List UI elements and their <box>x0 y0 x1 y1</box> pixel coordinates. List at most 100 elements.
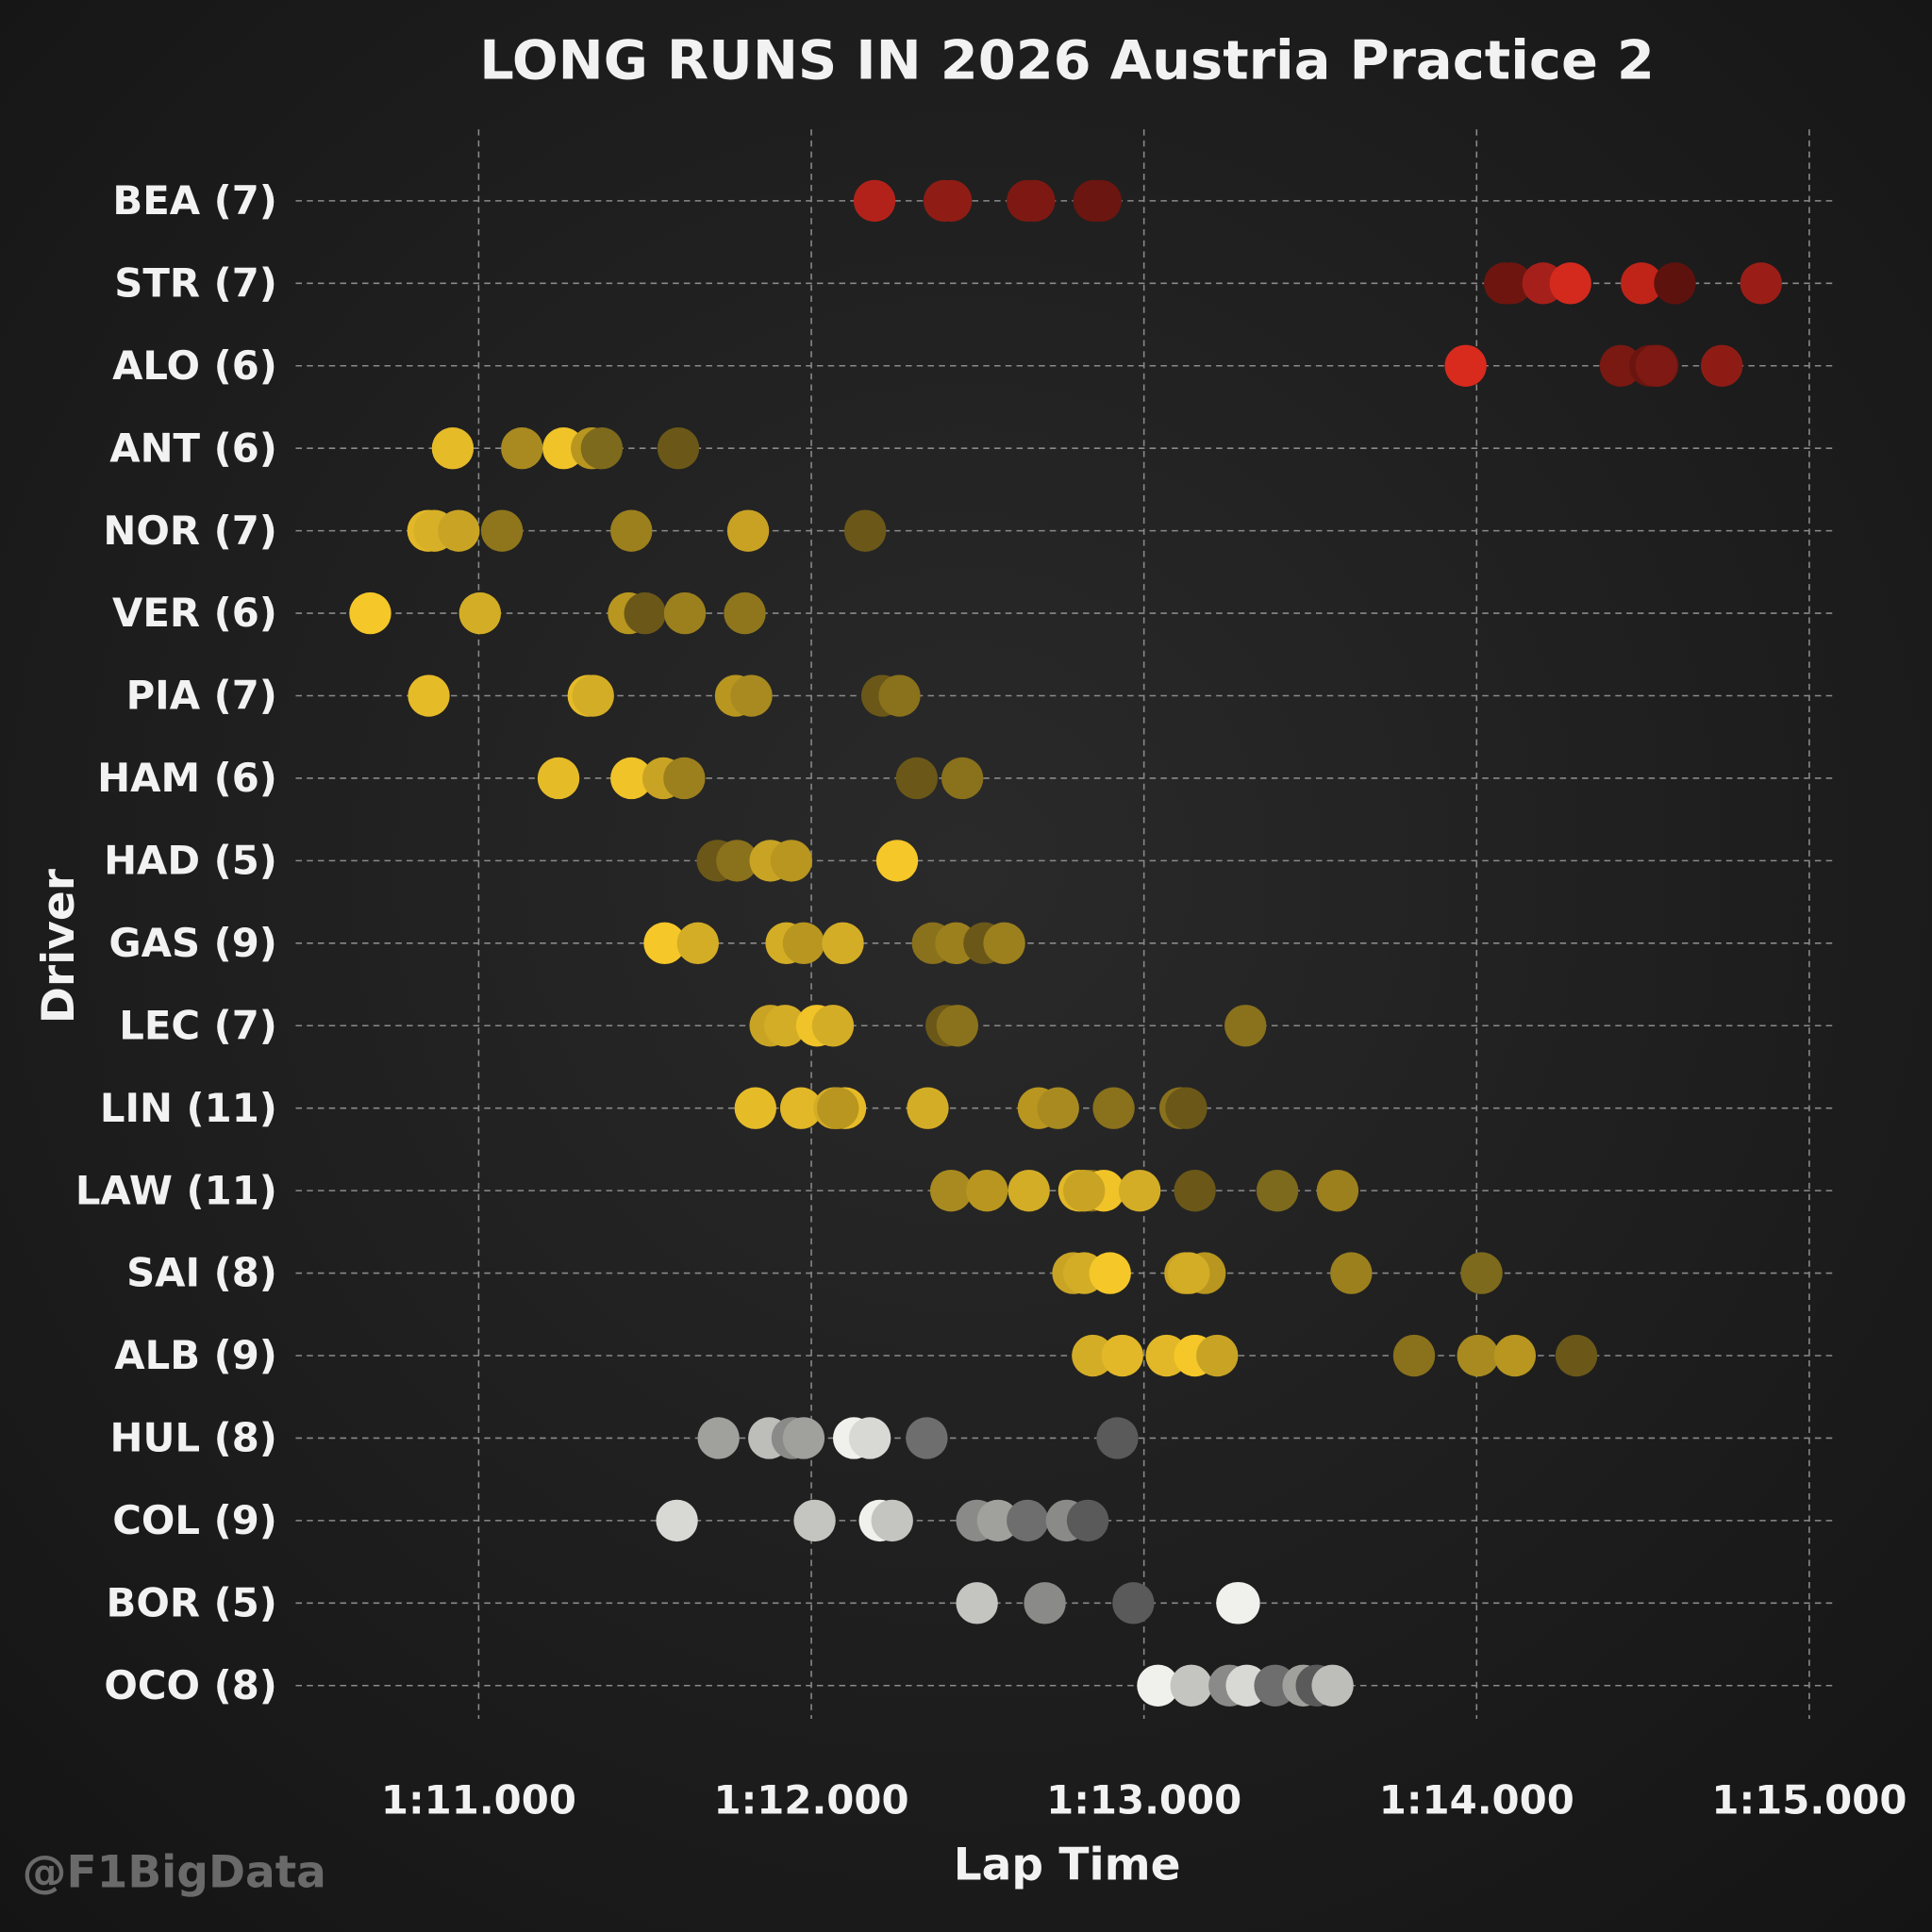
y-tick-label: HUL (8) <box>110 1415 277 1461</box>
x-tick-label: 1:13.000 <box>1046 1776 1241 1823</box>
y-tick-label: NOR (7) <box>103 508 276 554</box>
lap-dot <box>624 591 666 635</box>
lap-dot <box>1168 1252 1210 1294</box>
lap-dot <box>663 591 707 635</box>
lap-dot <box>1457 1334 1499 1377</box>
chart-title: LONG RUNS IN 2026 Austria Practice 2 <box>479 29 1655 92</box>
lap-dot <box>1112 1582 1155 1624</box>
x-axis-label: Lap Time <box>954 1840 1181 1891</box>
lap-dot <box>853 179 896 223</box>
lap-dot <box>726 509 770 552</box>
lap-dot <box>734 1087 777 1129</box>
lap-dot <box>782 922 825 965</box>
lap-dot <box>817 1087 859 1129</box>
y-tick-label: ANT (6) <box>109 425 277 471</box>
lap-dot <box>572 675 614 717</box>
lap-dot <box>1224 1005 1267 1047</box>
lap-dot <box>956 1582 998 1624</box>
lap-dot <box>716 840 758 882</box>
lap-dot <box>1555 1334 1598 1377</box>
lap-dot <box>1137 1664 1179 1707</box>
lap-dot <box>1037 1087 1079 1129</box>
lap-dot <box>657 427 700 470</box>
y-tick-label: COL (9) <box>112 1497 277 1543</box>
lap-dot <box>697 1417 740 1459</box>
lap-dot <box>1460 1252 1503 1294</box>
lap-dot <box>906 1417 948 1459</box>
lap-dot <box>895 757 939 800</box>
y-tick-label: GAS (9) <box>108 920 277 966</box>
lap-dot <box>610 757 653 800</box>
y-tick-label: ALO (6) <box>112 342 277 389</box>
lap-dot <box>676 922 719 965</box>
lap-dot <box>871 1499 913 1542</box>
x-tick-label: 1:15.000 <box>1711 1776 1907 1823</box>
lap-dot <box>1008 1169 1050 1212</box>
lap-dot <box>1101 1334 1143 1377</box>
lap-dot <box>878 675 921 717</box>
lap-dot <box>763 1005 807 1047</box>
lap-dot <box>1700 344 1743 387</box>
lap-dot <box>643 922 686 965</box>
lap-dot <box>1118 1169 1161 1212</box>
lap-dot <box>1330 1252 1373 1294</box>
y-tick-label: HAD (5) <box>104 838 277 884</box>
lap-dot <box>663 757 706 800</box>
lap-dot <box>779 1087 823 1129</box>
lap-dot <box>1740 262 1782 305</box>
lap-dot <box>1620 262 1663 305</box>
lap-dot <box>1092 1087 1135 1129</box>
lap-dot <box>1066 1499 1109 1542</box>
y-tick-label: STR (7) <box>114 259 277 306</box>
lap-dot <box>610 509 653 552</box>
lap-dot <box>1024 1582 1066 1624</box>
lap-dot <box>1096 1417 1139 1459</box>
lap-dot <box>580 427 624 470</box>
watermark: @F1BigData <box>23 1846 326 1898</box>
y-tick-label: HAM (6) <box>97 755 277 801</box>
lap-dot <box>1654 262 1696 305</box>
lap-dot <box>907 1087 949 1129</box>
lap-dot <box>843 509 887 552</box>
lap-dot <box>501 427 543 470</box>
y-tick-label: BOR (5) <box>107 1579 277 1625</box>
lap-dot <box>848 1417 891 1459</box>
lap-dot <box>1013 179 1056 223</box>
lap-dot <box>1392 1334 1436 1377</box>
lap-dot <box>1444 344 1487 387</box>
lap-dot <box>1196 1334 1239 1377</box>
lap-dot <box>1174 1169 1216 1212</box>
lap-dot <box>1089 1252 1131 1294</box>
y-tick-label: ALB (9) <box>114 1332 277 1378</box>
lap-dot <box>929 179 973 223</box>
lap-dot <box>1170 1664 1212 1707</box>
lap-dot <box>793 1499 836 1542</box>
lap-dot <box>656 1499 698 1542</box>
lap-dot <box>966 1169 1008 1212</box>
y-tick-label: VER (6) <box>112 590 277 636</box>
y-axis-label: Driver <box>33 868 85 1024</box>
y-tick-label: BEA (7) <box>112 177 277 224</box>
lap-dot <box>408 675 450 717</box>
lap-dot <box>822 922 864 965</box>
lap-dot <box>480 509 524 552</box>
y-tick-label: LEC (7) <box>119 1002 277 1048</box>
lap-dot <box>770 840 813 882</box>
x-tick-label: 1:11.000 <box>381 1776 576 1823</box>
y-tick-label: OCO (8) <box>104 1662 277 1708</box>
x-tick-label: 1:12.000 <box>714 1776 909 1823</box>
lap-dot <box>983 922 1025 965</box>
lap-dot <box>724 591 766 635</box>
lap-dot <box>438 509 480 552</box>
lap-dot <box>1256 1169 1299 1212</box>
lap-dot <box>1635 344 1677 387</box>
lap-dot <box>941 757 984 800</box>
lap-dot <box>431 427 475 470</box>
y-tick-label: LAW (11) <box>75 1167 277 1213</box>
lap-dot <box>1493 1334 1537 1377</box>
lap-dot <box>1165 1087 1208 1129</box>
lap-dot <box>1549 262 1591 305</box>
lap-dot <box>458 591 502 635</box>
lap-dot <box>1490 262 1533 305</box>
